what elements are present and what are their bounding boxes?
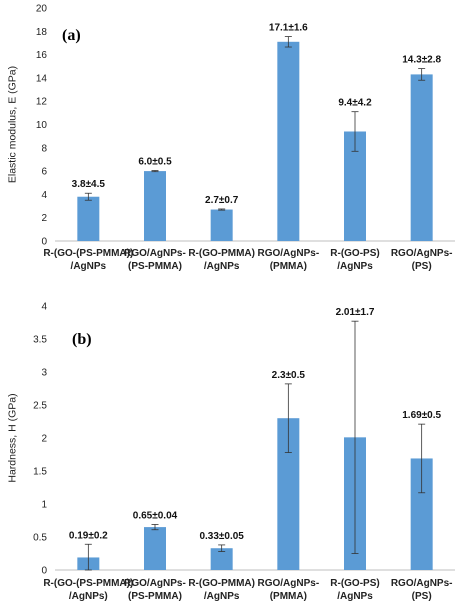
chart1-data-label: 3.8±4.5 — [72, 179, 106, 190]
chart2-data-label: 0.33±0.05 — [199, 531, 244, 542]
chart1-ytick-label: 4 — [41, 190, 47, 201]
chart2-category-label: /AgNPs) — [69, 591, 108, 602]
chart1-data-label: 9.4±4.2 — [338, 98, 372, 109]
chart1-ytick-label: 18 — [36, 27, 48, 38]
chart1-ytick-label: 20 — [36, 4, 48, 15]
chart2-category-label: R-(GO-PMMA) — [188, 578, 255, 589]
chart2-y-axis-label: Hardness, H (GPa) — [7, 393, 19, 482]
chart2-data-label: 2.3±0.5 — [272, 370, 306, 381]
chart2-bar — [410, 458, 433, 570]
chart2-data-label: 1.69±0.5 — [402, 410, 441, 421]
chart1-bar — [77, 196, 100, 241]
chart1-bar — [144, 171, 166, 241]
chart2-panel-label: (b) — [72, 331, 92, 348]
chart2-ytick-label: 0.5 — [33, 533, 47, 544]
chart2-category-label: RGO/AgNPs- — [124, 578, 186, 589]
chart1-bar — [344, 131, 366, 241]
chart2-category-label: (PS) — [412, 591, 432, 602]
chart1-category-label: (PMMA) — [270, 261, 307, 272]
chart1-category-label: RGO/AgNPs- — [124, 248, 186, 259]
chart1-category-label: /AgNPs — [337, 261, 373, 272]
chart1-data-label: 2.7±0.7 — [205, 195, 239, 206]
chart2-bar — [277, 418, 300, 570]
chart1-category-label: R-(GO-PS) — [330, 248, 379, 259]
chart1-data-label: 6.0±0.5 — [138, 157, 172, 168]
chart1-category-label: /AgNPs — [71, 261, 107, 272]
chart1-ytick-label: 16 — [36, 50, 48, 61]
chart2-data-label: 0.19±0.2 — [69, 530, 108, 541]
chart1-ytick-label: 8 — [41, 143, 47, 154]
chart2-ytick-label: 4 — [41, 302, 47, 313]
chart1-ytick-label: 6 — [41, 167, 47, 178]
chart1-ytick-label: 10 — [36, 120, 48, 131]
chart1-ytick-label: 0 — [41, 237, 47, 248]
chart2-category-label: R-(GO-(PS-PMMA)) — [43, 578, 133, 589]
chart1-category-label: RGO/AgNPs- — [391, 248, 453, 259]
chart1-category-label: /AgNPs — [204, 261, 240, 272]
chart1-bar — [410, 74, 433, 241]
chart1-ytick-label: 14 — [36, 73, 48, 84]
chart2-ytick-label: 0 — [41, 566, 47, 577]
chart1-data-label: 17.1±1.6 — [269, 23, 308, 34]
chart2-ytick-label: 2.5 — [33, 401, 47, 412]
chart2-category-label: R-(GO-PS) — [330, 578, 379, 589]
chart2-bar — [144, 527, 166, 570]
chart2-ytick-label: 3 — [41, 368, 47, 379]
chart2-category-label: RGO/AgNPs- — [257, 578, 319, 589]
chart2-data-label: 2.01±1.7 — [336, 307, 375, 318]
chart2-category-label: (PS-PMMA) — [128, 591, 182, 602]
chart1-bar — [210, 209, 233, 241]
chart1-y-axis-label: Elastic modulus, E (GPa) — [7, 66, 19, 183]
chart2-category-label: /AgNPs — [204, 591, 240, 602]
chart1-category-label: R-(GO-PMMA) — [188, 248, 255, 259]
chart1-category-label: (PS) — [412, 261, 432, 272]
chart2-data-label: 0.65±0.04 — [133, 510, 178, 521]
chart1-ytick-label: 12 — [36, 97, 48, 108]
chart1-category-label: RGO/AgNPs- — [257, 248, 319, 259]
chart1-panel-label: (a) — [62, 27, 81, 44]
chart1-category-label: R-(GO-(PS-PMMA)) — [43, 248, 133, 259]
chart2-ytick-label: 3.5 — [33, 335, 47, 346]
chart2-ytick-label: 2 — [41, 434, 47, 445]
chart2-bar — [210, 548, 233, 570]
chart2-category-label: (PMMA) — [270, 591, 307, 602]
chart1-ytick-label: 2 — [41, 213, 47, 224]
chart1-bar — [277, 41, 300, 241]
chart2-category-label: /AgNPs — [337, 591, 373, 602]
chart2-ytick-label: 1.5 — [33, 467, 47, 478]
chart2-ytick-label: 1 — [41, 500, 47, 511]
chart2-category-label: RGO/AgNPs- — [391, 578, 453, 589]
chart1-data-label: 14.3±2.8 — [402, 55, 441, 66]
chart1-category-label: (PS-PMMA) — [128, 261, 182, 272]
